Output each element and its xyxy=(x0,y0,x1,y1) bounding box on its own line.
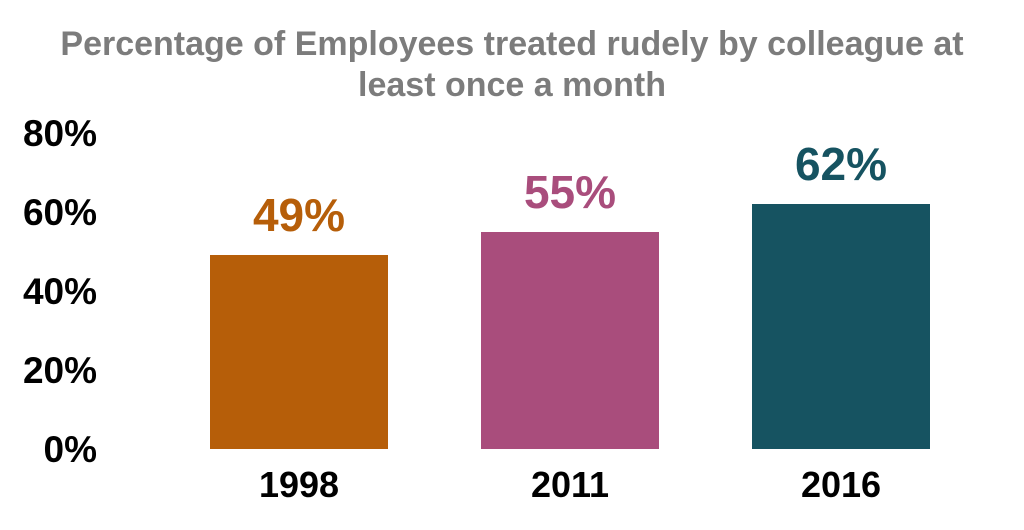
bar-value-label: 55% xyxy=(523,165,617,218)
y-axis-tick-label: 0% xyxy=(43,428,97,470)
y-axis-tick-label: 60% xyxy=(22,191,97,233)
chart-title: Percentage of Employees treated rudely b… xyxy=(0,24,1024,106)
chart-title-line-1: Percentage of Employees treated rudely b… xyxy=(60,25,964,63)
chart-title-line-2: least once a month xyxy=(358,66,666,104)
bar-2016 xyxy=(752,204,930,449)
bar-value-label: 62% xyxy=(794,138,888,191)
y-axis-tick-label: 80% xyxy=(22,112,97,154)
bar-value-label: 49% xyxy=(252,189,346,242)
y-axis-tick-label: 20% xyxy=(22,349,97,391)
x-axis-category-label: 2011 xyxy=(530,464,610,505)
bar-2011 xyxy=(481,231,659,449)
x-axis-category-label: 1998 xyxy=(258,464,340,505)
bar-1998 xyxy=(210,255,388,449)
y-axis-tick-label: 40% xyxy=(22,270,97,312)
x-axis-category-label: 2016 xyxy=(800,464,882,505)
